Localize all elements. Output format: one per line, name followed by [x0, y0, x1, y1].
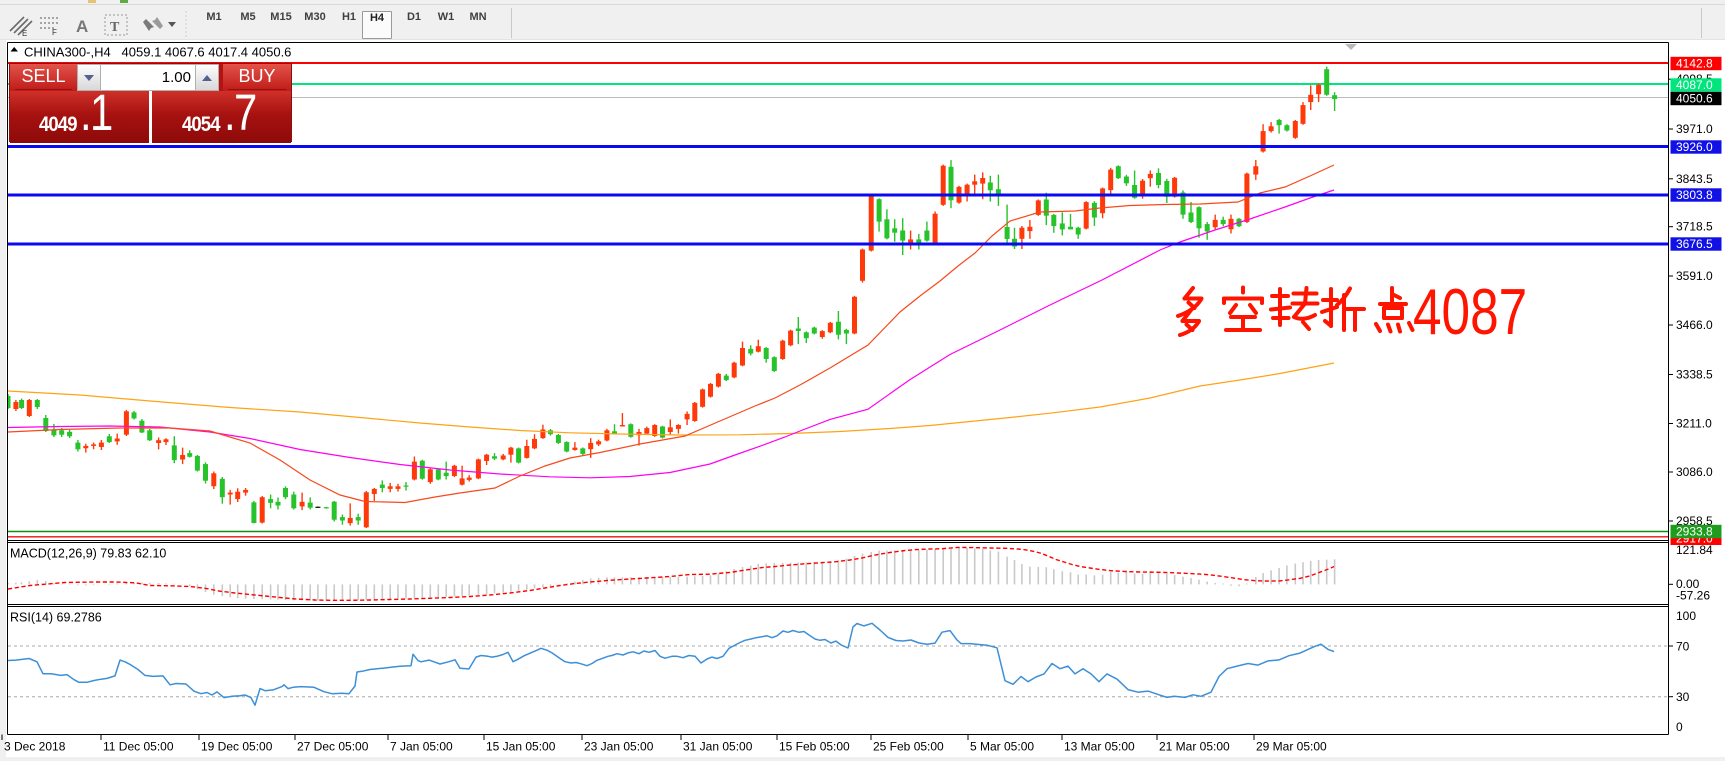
svg-text:T: T — [110, 20, 120, 35]
svg-text:F: F — [52, 28, 57, 37]
svg-text:4087.0: 4087.0 — [1676, 78, 1713, 92]
svg-text:2933.8: 2933.8 — [1676, 525, 1713, 539]
svg-text:31 Jan 05:00: 31 Jan 05:00 — [683, 740, 753, 754]
svg-text:-57.26: -57.26 — [1676, 588, 1710, 602]
svg-text:15 Feb 05:00: 15 Feb 05:00 — [779, 740, 850, 754]
svg-text:0: 0 — [1676, 720, 1683, 734]
svg-text:3338.5: 3338.5 — [1676, 368, 1713, 382]
svg-text:A: A — [76, 17, 88, 36]
svg-text:3843.5: 3843.5 — [1676, 172, 1713, 186]
svg-text:3086.0: 3086.0 — [1676, 465, 1713, 479]
svg-text:3718.5: 3718.5 — [1676, 220, 1713, 234]
svg-text:4087: 4087 — [1413, 276, 1527, 348]
svg-text:15 Jan 05:00: 15 Jan 05:00 — [486, 740, 556, 754]
svg-text:4050.6: 4050.6 — [1676, 92, 1713, 106]
svg-text:3803.8: 3803.8 — [1676, 188, 1713, 202]
svg-text:13 Mar 05:00: 13 Mar 05:00 — [1064, 740, 1135, 754]
svg-text:0.00: 0.00 — [1676, 577, 1700, 591]
svg-text:E: E — [22, 29, 27, 38]
svg-text:3926.0: 3926.0 — [1676, 140, 1713, 154]
svg-text:3971.0: 3971.0 — [1676, 122, 1713, 136]
svg-text:3676.5: 3676.5 — [1676, 237, 1713, 251]
svg-text:11 Dec 05:00: 11 Dec 05:00 — [103, 740, 174, 754]
svg-text:3591.0: 3591.0 — [1676, 269, 1713, 283]
svg-text:121.84: 121.84 — [1676, 543, 1713, 557]
svg-text:100: 100 — [1676, 609, 1696, 623]
svg-text:2958.5: 2958.5 — [1676, 514, 1713, 528]
svg-text:7 Jan 05:00: 7 Jan 05:00 — [390, 740, 453, 754]
svg-text:25 Feb 05:00: 25 Feb 05:00 — [873, 740, 944, 754]
svg-text:29 Mar 05:00: 29 Mar 05:00 — [1256, 740, 1327, 754]
svg-text:27 Dec 05:00: 27 Dec 05:00 — [297, 740, 369, 754]
svg-text:RSI(14) 69.2786: RSI(14) 69.2786 — [10, 611, 102, 625]
svg-text:5 Mar 05:00: 5 Mar 05:00 — [970, 740, 1034, 754]
svg-text:70: 70 — [1676, 639, 1690, 653]
svg-text:3211.0: 3211.0 — [1676, 417, 1712, 431]
svg-text:23 Jan 05:00: 23 Jan 05:00 — [584, 740, 654, 754]
svg-text:3 Dec 2018: 3 Dec 2018 — [4, 740, 66, 754]
svg-text:19 Dec 05:00: 19 Dec 05:00 — [201, 740, 273, 754]
svg-text:30: 30 — [1676, 690, 1690, 704]
svg-text:4142.8: 4142.8 — [1676, 57, 1713, 71]
svg-text:CHINA300-,H4 4059.1 4067.6 4: CHINA300-,H4 4059.1 4067.6 4017.4 4050.6 — [24, 45, 291, 60]
svg-text:3466.0: 3466.0 — [1676, 318, 1713, 332]
svg-text:21 Mar 05:00: 21 Mar 05:00 — [1159, 740, 1230, 754]
svg-text:MACD(12,26,9) 79.83 62.10: MACD(12,26,9) 79.83 62.10 — [10, 547, 166, 561]
